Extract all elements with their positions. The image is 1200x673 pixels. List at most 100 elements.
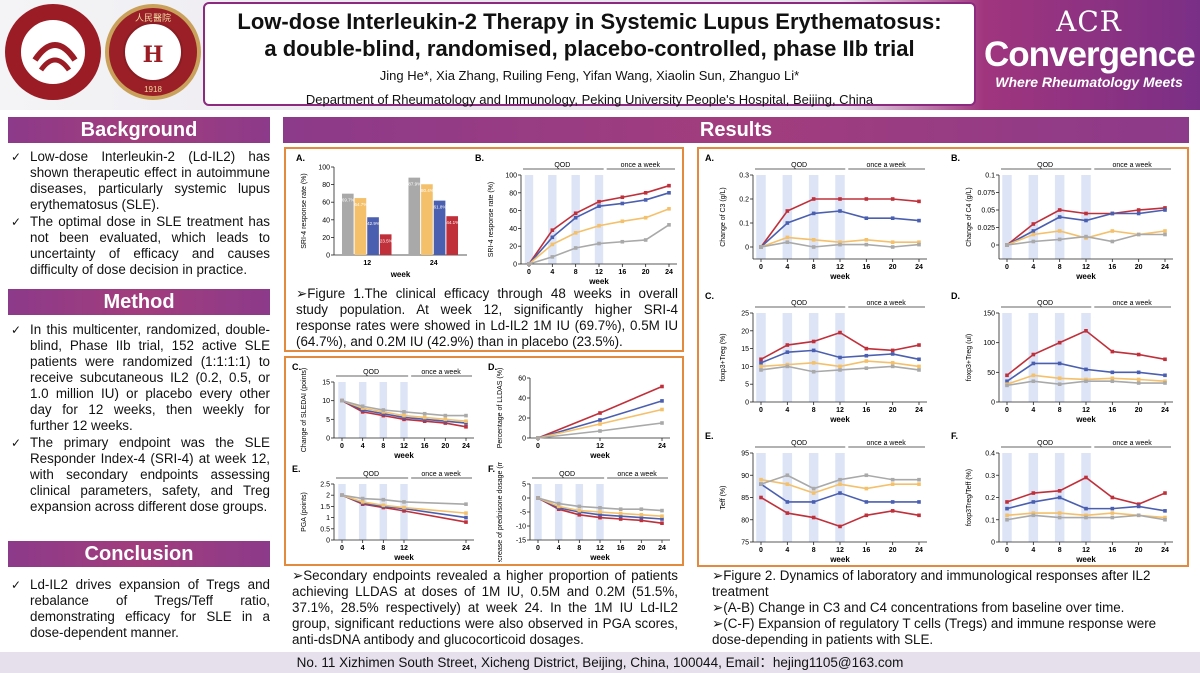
data-point [811,491,816,495]
data-point [618,514,623,518]
fig1-chart-e: E. QOD once a week 0 0.5 1 1.5 2 2.5 0 4 8 12 24 week P… [292,464,474,562]
poster-title-line2: a double-blind, randomised, placebo-cont… [264,36,915,61]
data-point [1031,491,1036,495]
y-tick-label: 0 [991,400,995,407]
data-point [1057,376,1062,381]
weekly-label: once a week [866,440,906,447]
background-text: Low-dose Interleukin-2 (Ld-IL2) has show… [8,149,270,279]
data-point [402,500,406,504]
x-tick-label: 0 [1005,407,1009,414]
caption-arrow-icon: ➢ [712,600,724,615]
data-point [890,509,895,513]
data-point [639,518,644,523]
data-point [1084,329,1088,333]
x-axis-label: week [1075,555,1096,564]
data-point [1084,506,1088,511]
method-text: In this multicenter, randomized, double-… [8,322,270,542]
y-tick-label: 0.05 [981,208,995,215]
y-axis-label: Change of C3 (g/L) [720,187,727,247]
y-tick-label: 80 [509,190,517,197]
data-point [660,514,664,518]
x-tick-label: 20 [637,545,645,552]
data-point [1136,208,1141,212]
background-item: Low-dose Interleukin-2 (Ld-IL2) has show… [8,149,270,213]
dosing-band [358,484,367,540]
data-point [890,240,895,244]
y-tick-label: 0.5 [320,526,330,533]
x-tick-label: 20 [889,407,897,414]
data-point [864,242,869,247]
x-tick-label: 0 [527,269,531,276]
y-tick-label: 0 [326,538,330,545]
data-point [667,183,671,188]
dosing-band [534,484,542,540]
data-point [1005,373,1009,378]
data-point [759,361,763,365]
data-point [811,211,816,216]
data-point [1110,370,1115,375]
dosing-band [1028,175,1039,259]
data-point [1163,381,1167,385]
qod-label: QOD [363,471,379,478]
data-point [381,503,386,508]
fig2-chart-d: D. QOD once a week 0 50 100 150 0 4 8 12 16 20 24 week… [951,291,1173,424]
x-axis-label: week [829,272,850,281]
y-tick-label: 20 [322,235,330,242]
y-tick-label: 25 [741,311,749,318]
data-point [620,239,625,244]
y-axis-label: Decrease of prednisone dosage (mg) [497,462,504,562]
data-point [811,348,816,353]
y-tick-label: 0.1 [985,517,995,524]
bar-value: 61.8% [434,205,447,210]
data-point [1163,515,1167,520]
data-point [639,515,644,520]
panel-label: D. [488,362,497,372]
weekly-label: once a week [1112,162,1152,169]
data-point [1110,379,1115,384]
fig1-chart-c: C. QOD once a week 0 5 10 15 0 4 8 12 16 20 24 week Cha… [292,362,474,460]
data-point [643,238,648,242]
qod-label: QOD [791,300,807,307]
data-point [577,513,582,517]
y-axis-label: Change of C4 (g/L) [966,187,973,247]
y-tick-label: 2 [326,493,330,500]
data-point [464,515,468,520]
x-tick-label: 12 [400,545,408,552]
data-point [597,199,601,204]
x-tick-label: 4 [785,264,789,271]
y-tick-label: 85 [741,495,749,502]
bar-placebo [379,234,392,255]
bar-0.5M [354,198,367,255]
data-point [1057,229,1062,233]
dosing-band [1002,453,1012,542]
data-point [1136,513,1141,518]
data-point [838,330,842,335]
dosing-band [1002,313,1012,402]
y-tick-label: -10 [516,524,526,531]
data-point [864,197,869,201]
data-point [917,199,921,204]
y-tick-label: 1.5 [320,504,330,511]
x-tick-label: 0 [759,407,763,414]
y-tick-label: 10 [322,398,330,405]
x-tick-label: 8 [1058,264,1062,271]
y-tick-label: -15 [516,538,526,545]
x-tick-label: 4 [361,545,365,552]
x-tick-label: 16 [618,269,626,276]
data-point [1057,237,1062,242]
data-point [597,241,601,246]
data-point [1084,367,1088,372]
y-tick-label: 0.1 [985,173,995,180]
data-point [360,408,365,412]
x-tick-label: 8 [577,545,581,552]
results-heading: Results [283,117,1189,143]
data-point [1084,513,1088,518]
data-point [573,246,578,250]
data-point [527,262,531,266]
y-tick-label: 60 [509,208,517,215]
data-point [402,417,406,422]
dosing-band [782,175,793,259]
data-point [890,348,895,353]
data-point [1136,381,1141,385]
qod-label: QOD [363,369,379,376]
